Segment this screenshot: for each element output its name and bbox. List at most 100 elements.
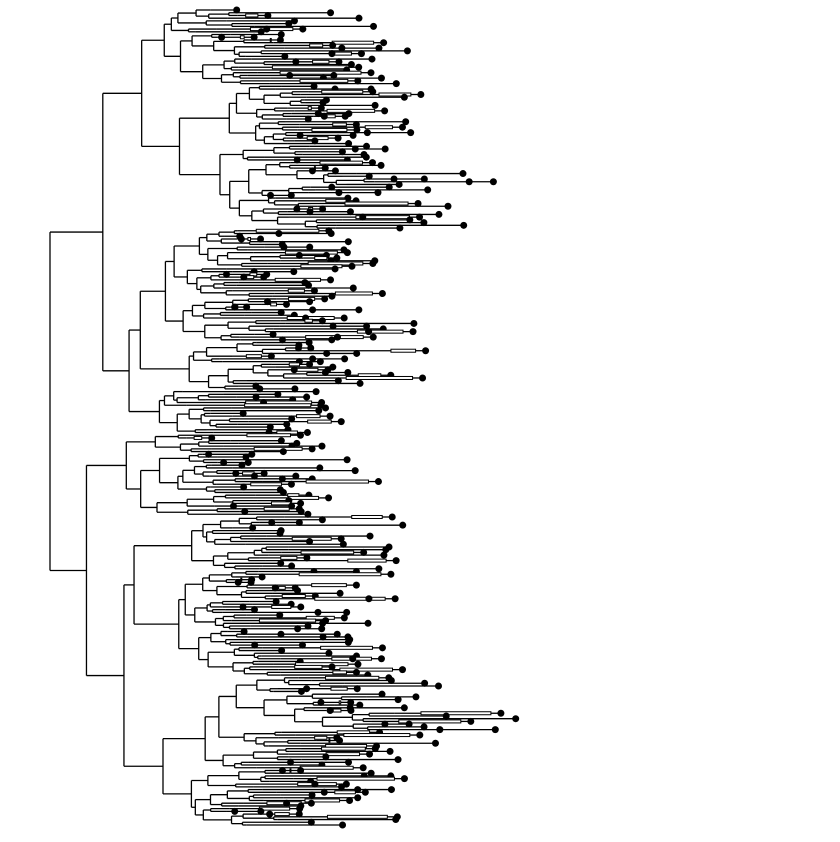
tip (416, 213, 424, 221)
tip (352, 668, 360, 676)
tip (351, 467, 359, 475)
tip (459, 170, 467, 178)
tip (271, 584, 279, 592)
branch-segment (253, 446, 303, 451)
tip (467, 717, 475, 725)
tip (263, 25, 271, 33)
tip (371, 745, 379, 753)
branch-segment (258, 618, 317, 623)
tip (385, 183, 393, 191)
tip (362, 153, 370, 161)
tip (308, 167, 316, 175)
tip (305, 339, 313, 347)
tip (309, 306, 317, 314)
tip (349, 284, 357, 292)
tip (318, 317, 326, 325)
branch-segment (321, 89, 364, 94)
branch-segment (278, 585, 286, 590)
tip (293, 205, 301, 213)
tip (374, 478, 382, 486)
branch-segment (270, 302, 277, 307)
tip (378, 289, 386, 297)
tip (277, 559, 285, 567)
tip (306, 538, 314, 546)
tip (442, 712, 450, 720)
tip (409, 328, 417, 336)
tip (382, 546, 390, 554)
tip (304, 115, 312, 123)
tip (288, 502, 296, 510)
tip (375, 44, 383, 52)
tip (355, 63, 363, 71)
tip (218, 33, 226, 41)
tip (279, 448, 287, 456)
branch-segment (280, 555, 298, 560)
tip (349, 655, 357, 663)
branch-segment (309, 43, 324, 48)
tip (297, 499, 305, 507)
branch-segment (332, 122, 347, 127)
tip (352, 120, 360, 128)
tip (386, 747, 394, 755)
tip (405, 720, 413, 728)
tip (243, 303, 251, 311)
tip (333, 630, 341, 638)
tip (344, 238, 352, 246)
tip (359, 764, 367, 772)
tip (341, 112, 349, 120)
tip (371, 101, 379, 109)
tip (260, 273, 268, 281)
tip (345, 140, 353, 148)
tip (368, 159, 376, 167)
tip (229, 502, 237, 510)
branch-segment (311, 127, 348, 132)
tip (354, 794, 362, 802)
tip (392, 816, 400, 824)
tip (303, 554, 311, 562)
branch-segment (299, 765, 354, 770)
tip (357, 50, 365, 58)
tip (294, 344, 302, 352)
tip (355, 14, 363, 22)
tip (380, 551, 388, 559)
tip (381, 720, 389, 728)
tip (296, 431, 304, 439)
tip (250, 33, 258, 41)
tip (394, 756, 402, 764)
branch-segment (332, 670, 347, 675)
tip (252, 393, 260, 401)
tip (367, 69, 375, 77)
tip (338, 783, 346, 791)
tip (400, 775, 408, 783)
tip (257, 235, 265, 243)
tip (231, 303, 239, 311)
branch-segment (364, 125, 393, 130)
tip (287, 758, 295, 766)
tip (299, 25, 307, 33)
tip (291, 385, 299, 393)
tip (396, 224, 404, 232)
tip (334, 377, 342, 385)
tip (336, 737, 344, 745)
tip (365, 595, 373, 603)
tip (416, 731, 424, 739)
tip (380, 39, 388, 47)
tip (326, 707, 334, 715)
tip (294, 587, 302, 595)
tip (292, 58, 300, 66)
tip (256, 385, 264, 393)
branch-segment (304, 318, 313, 323)
tip (277, 31, 285, 39)
tip (460, 221, 468, 229)
tip (328, 663, 336, 671)
tip (293, 156, 301, 164)
branch-segment (420, 711, 492, 716)
tip (444, 202, 452, 210)
tip (420, 723, 428, 731)
tip (323, 349, 331, 357)
tip (374, 189, 382, 197)
tip (241, 508, 249, 516)
tip (316, 464, 324, 472)
tip (319, 619, 327, 627)
tip (317, 104, 325, 112)
